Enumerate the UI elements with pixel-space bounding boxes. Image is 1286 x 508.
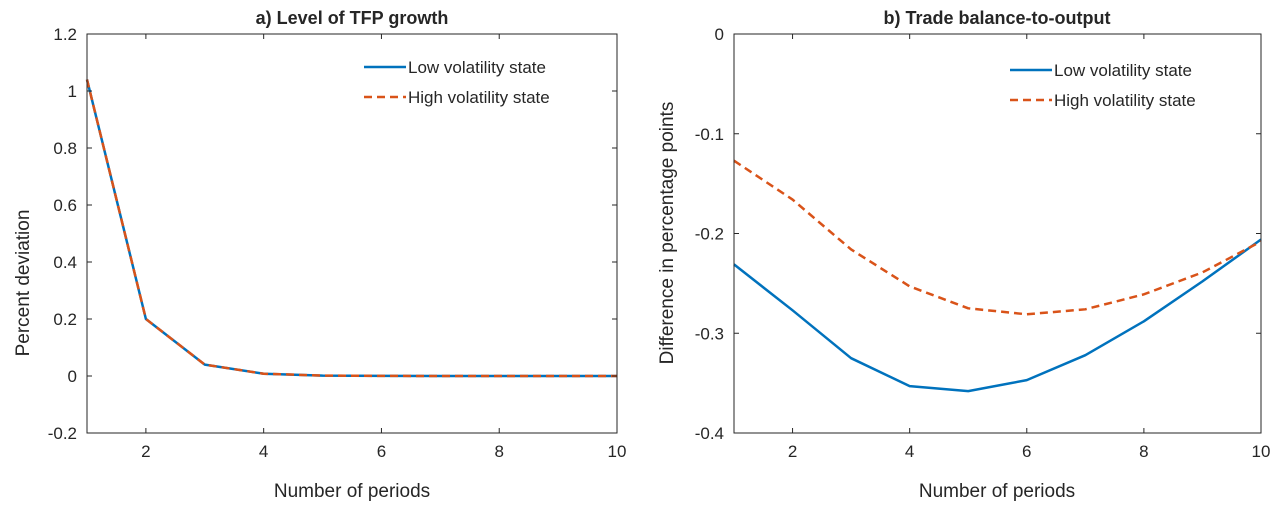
panel-a-y-tick-label: 0.8: [53, 139, 77, 158]
panel-b-x-tick-label: 8: [1139, 442, 1148, 461]
panel-a-y-tick-label: 0.2: [53, 310, 77, 329]
panel-b-y-tick-label: -0.1: [695, 125, 724, 144]
panel-a-x-axis-label: Number of periods: [274, 481, 430, 502]
panel-b-x-tick-label: 2: [788, 442, 797, 461]
panel-a-y-tick-label: 1: [68, 82, 77, 101]
panel-b-series-low-volatility-line: [733, 238, 1262, 393]
panel-b-x-tick-label: 10: [1252, 442, 1271, 461]
panel-b-legend-label-high: High volatility state: [1054, 91, 1196, 110]
panel-b-series-high-volatility-line: [733, 159, 1262, 316]
panel-a-plot-area: [87, 34, 617, 433]
panel-b-title: b) Trade balance-to-output: [884, 8, 1111, 28]
panel-b-trade-balance: 2 4 6 8 10 -0.4 -0.3 -0.2 -0.1 0 b) Trade balance…: [657, 8, 1270, 502]
panel-a-x-tick-label: 6: [377, 442, 386, 461]
panel-b-x-tick-label: 4: [905, 442, 914, 461]
panel-b-y-tick-label: -0.4: [695, 424, 724, 443]
panel-b-y-tick-label: 0: [715, 25, 724, 44]
panel-a-y-tick-label: 0: [68, 367, 77, 386]
panel-b-legend-label-low: Low volatility state: [1054, 61, 1192, 80]
panel-b-y-tick-label: -0.3: [695, 324, 724, 343]
panel-a-y-tick-label: -0.2: [48, 424, 77, 443]
panel-a-x-tick-label: 2: [141, 442, 150, 461]
panel-a-y-tick-label: 0.6: [53, 196, 77, 215]
panel-a-y-axis-label: Percent deviation: [13, 210, 34, 357]
panel-a-legend: Low volatility state High volatility sta…: [364, 58, 550, 107]
panel-a-y-tick-label: 1.2: [53, 25, 77, 44]
panel-a-x-tick-label: 4: [259, 442, 268, 461]
panel-a-series-group: [85, 79, 617, 378]
panel-a-legend-label-low: Low volatility state: [408, 58, 546, 77]
panel-b-x-axis-label: Number of periods: [919, 481, 1075, 502]
panel-b-plot-area: [734, 34, 1261, 433]
panel-a-x-tick-label: 10: [608, 442, 627, 461]
panel-a-title: a) Level of TFP growth: [256, 8, 449, 28]
panel-b-legend: Low volatility state High volatility sta…: [1010, 61, 1196, 110]
panel-a-tfp-growth: 2 4 6 8 10 -0.2 0 0.2 0.4 0.6 0.8 1 1.2 a) Level of …: [13, 8, 626, 502]
panel-a-axes-box: [86, 33, 618, 434]
panel-a-series-high-volatility-line: [85, 79, 617, 378]
panel-b-x-tick-label: 6: [1022, 442, 1031, 461]
panel-a-x-tick-label: 8: [494, 442, 503, 461]
panel-b-ticks: 2 4 6 8 10 -0.4 -0.3 -0.2 -0.1 0: [695, 25, 1271, 461]
panel-b-y-axis-label: Difference in percentage points: [657, 102, 678, 365]
panel-a-ticks: 2 4 6 8 10 -0.2 0 0.2 0.4 0.6 0.8 1 1.2: [48, 25, 627, 461]
panel-a-legend-label-high: High volatility state: [408, 88, 550, 107]
panel-a-y-tick-label: 0.4: [53, 253, 77, 272]
panel-b-y-tick-label: -0.2: [695, 225, 724, 244]
